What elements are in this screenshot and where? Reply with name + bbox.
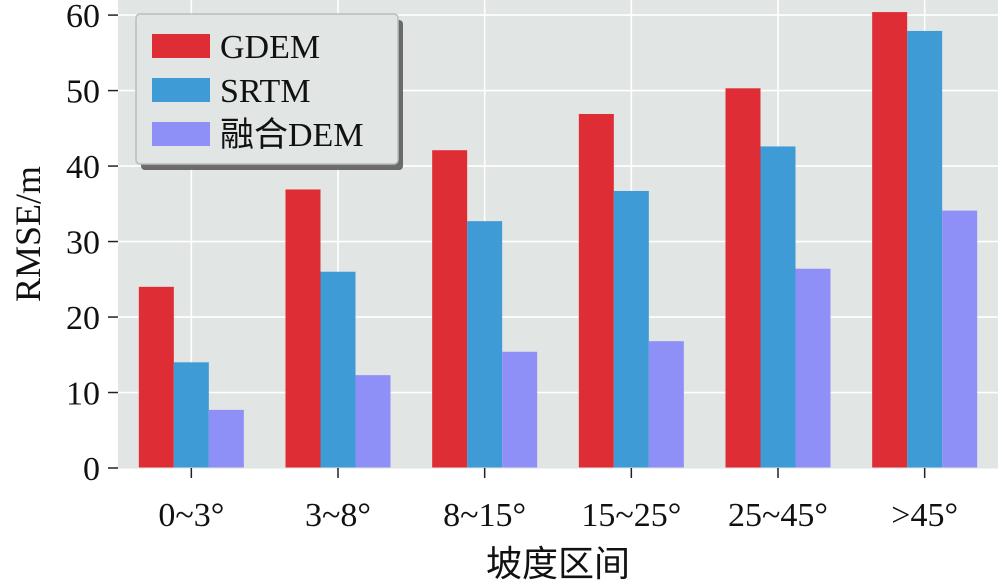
bar-GDEM-3~8° [285,189,321,468]
bar-layer [138,12,978,469]
legend-label-融合DEM: 融合DEM [220,116,364,154]
tick-layer: 0 10 20 30 40 50 60 0~3° 3~8° 8~15° 15~25° 25~45° >4… [66,0,958,534]
bar-GDEM->45° [872,12,908,468]
bar-融合DEM-15~25° [648,341,684,468]
y-tick-label: 30 [66,225,100,262]
bar-GDEM-0~3° [138,286,174,468]
bar-GDEM-15~25° [578,113,614,468]
y-tick-label: 40 [66,149,100,186]
x-tick-label: 8~15° [443,497,526,534]
legend-label-GDEM: GDEM [220,29,320,66]
bar-SRTM-0~3° [173,362,209,468]
y-tick-label: 10 [66,376,100,413]
legend-swatch-GDEM [152,34,210,58]
legend-swatch-SRTM [152,78,210,102]
bar-GDEM-8~15° [432,150,468,469]
y-axis-label: RMSE/m [8,166,48,302]
y-tick-label: 0 [83,451,100,488]
y-tick-label: 20 [66,300,100,337]
x-tick-label: 0~3° [158,497,224,534]
bar-SRTM-8~15° [467,221,503,468]
bar-融合DEM->45° [942,210,978,468]
legend-label-SRTM: SRTM [220,73,311,110]
bar-SRTM->45° [907,30,943,468]
x-axis-label: 坡度区间 [486,544,630,584]
bar-SRTM-3~8° [320,271,356,468]
bar-融合DEM-8~15° [502,351,538,468]
legend: GDEM SRTM 融合DEM [135,13,403,170]
bar-GDEM-25~45° [725,88,761,468]
bar-SRTM-25~45° [760,146,796,468]
legend-swatch-融合DEM [152,122,210,146]
x-tick-label: >45° [891,497,958,534]
y-tick-label: 60 [66,0,100,35]
bar-融合DEM-25~45° [795,268,831,468]
x-tick-label: 15~25° [581,497,681,534]
x-tick-label: 3~8° [305,497,371,534]
bar-融合DEM-0~3° [208,409,244,468]
y-tick-label: 50 [66,74,100,111]
x-tick-label: 25~45° [728,497,828,534]
bar-融合DEM-3~8° [355,375,391,468]
bar-SRTM-15~25° [613,190,649,469]
